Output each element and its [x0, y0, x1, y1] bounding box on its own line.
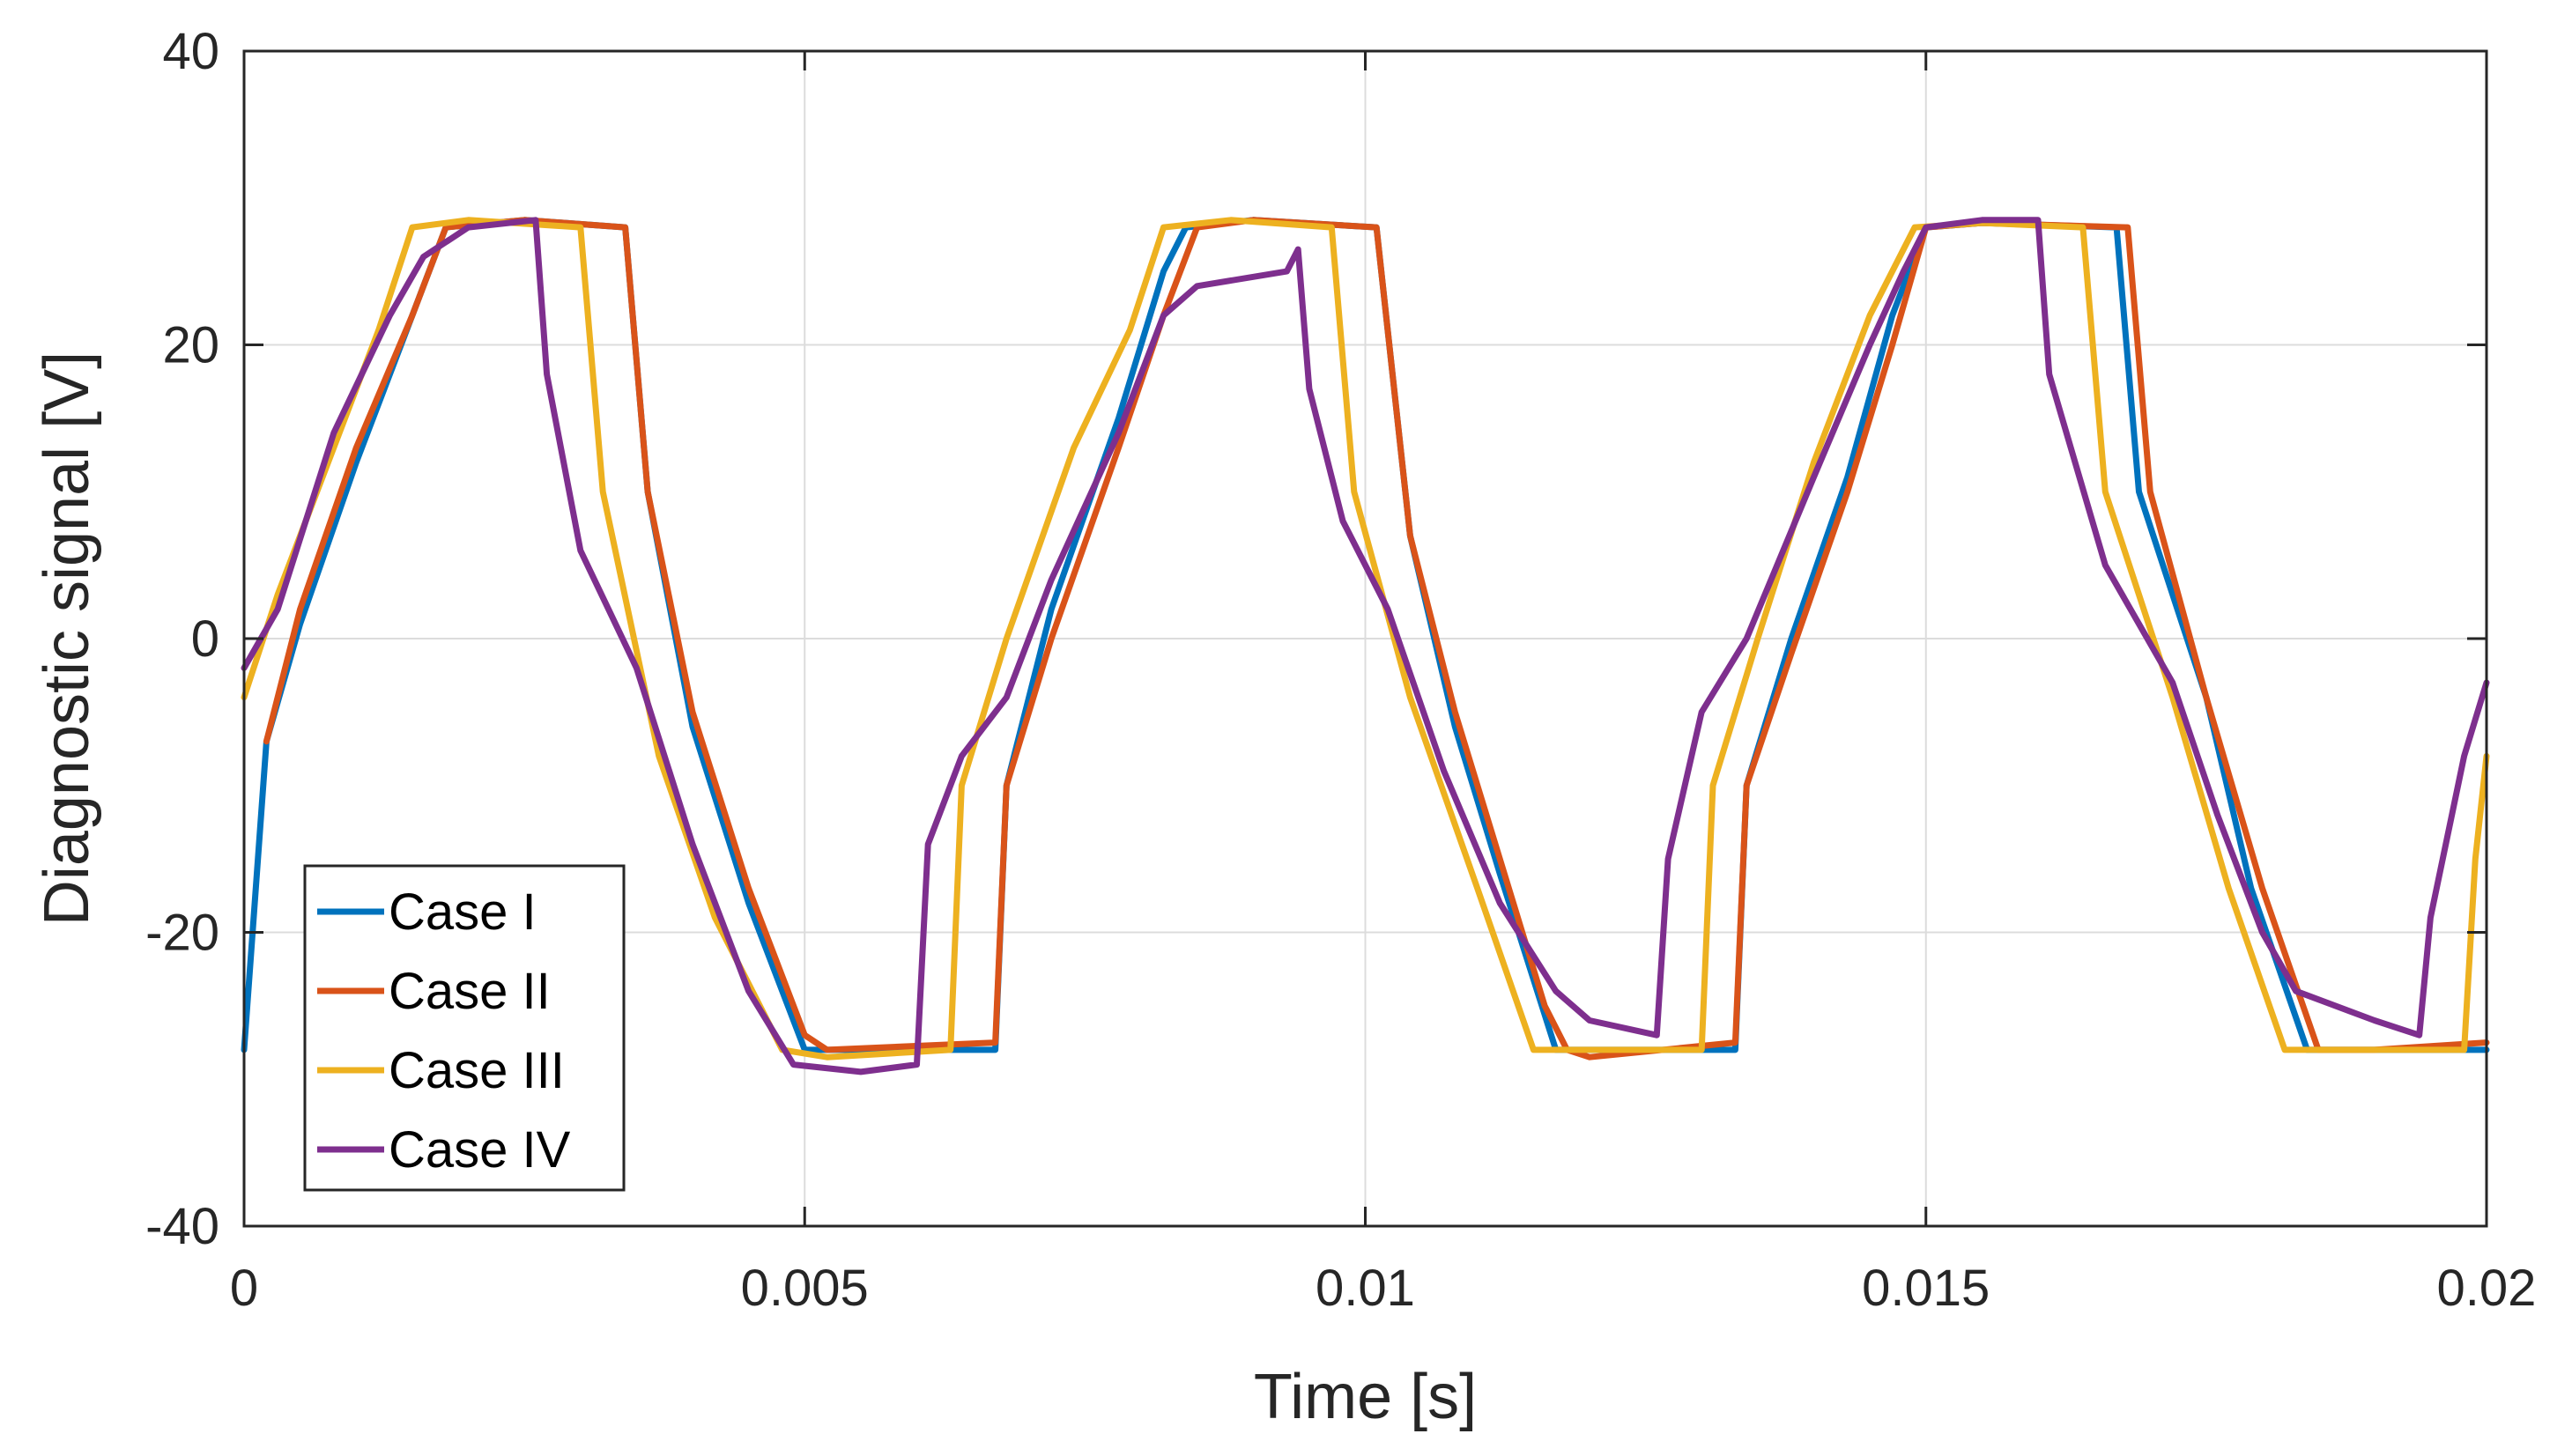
tick-labels: 0 0.005 0.01 0.015 0.02 -40 -20 0 20 40 — [145, 23, 2536, 1317]
legend-label: Case I — [389, 883, 537, 941]
axis-ticks — [242, 49, 2488, 1228]
series-line-case-iii — [241, 217, 2490, 1061]
y-tick-label: -40 — [145, 1198, 219, 1255]
y-tick-label: 40 — [162, 23, 219, 80]
legend-box — [303, 864, 626, 1192]
y-axis-title: Diagnostic signal [V] — [32, 351, 102, 926]
x-tick-label: 0 — [230, 1260, 258, 1317]
legend: Case I Case II Case III Case IV — [303, 864, 626, 1192]
legend-label: Case II — [389, 963, 551, 1020]
y-tick-label: 20 — [162, 317, 219, 374]
legend-label: Case IV — [389, 1121, 571, 1179]
x-tick-label: 0.005 — [741, 1260, 869, 1317]
y-tick-label: -20 — [145, 905, 219, 962]
x-tick-label: 0.01 — [1316, 1260, 1415, 1317]
x-axis-title: Time [s] — [1254, 1362, 1477, 1432]
x-tick-label: 0.02 — [2437, 1260, 2537, 1317]
data-series — [241, 217, 2490, 1075]
series-line-case-iv — [241, 217, 2490, 1075]
y-tick-label: 0 — [191, 610, 219, 668]
legend-label: Case III — [389, 1042, 565, 1099]
x-tick-label: 0.015 — [1862, 1260, 1990, 1317]
